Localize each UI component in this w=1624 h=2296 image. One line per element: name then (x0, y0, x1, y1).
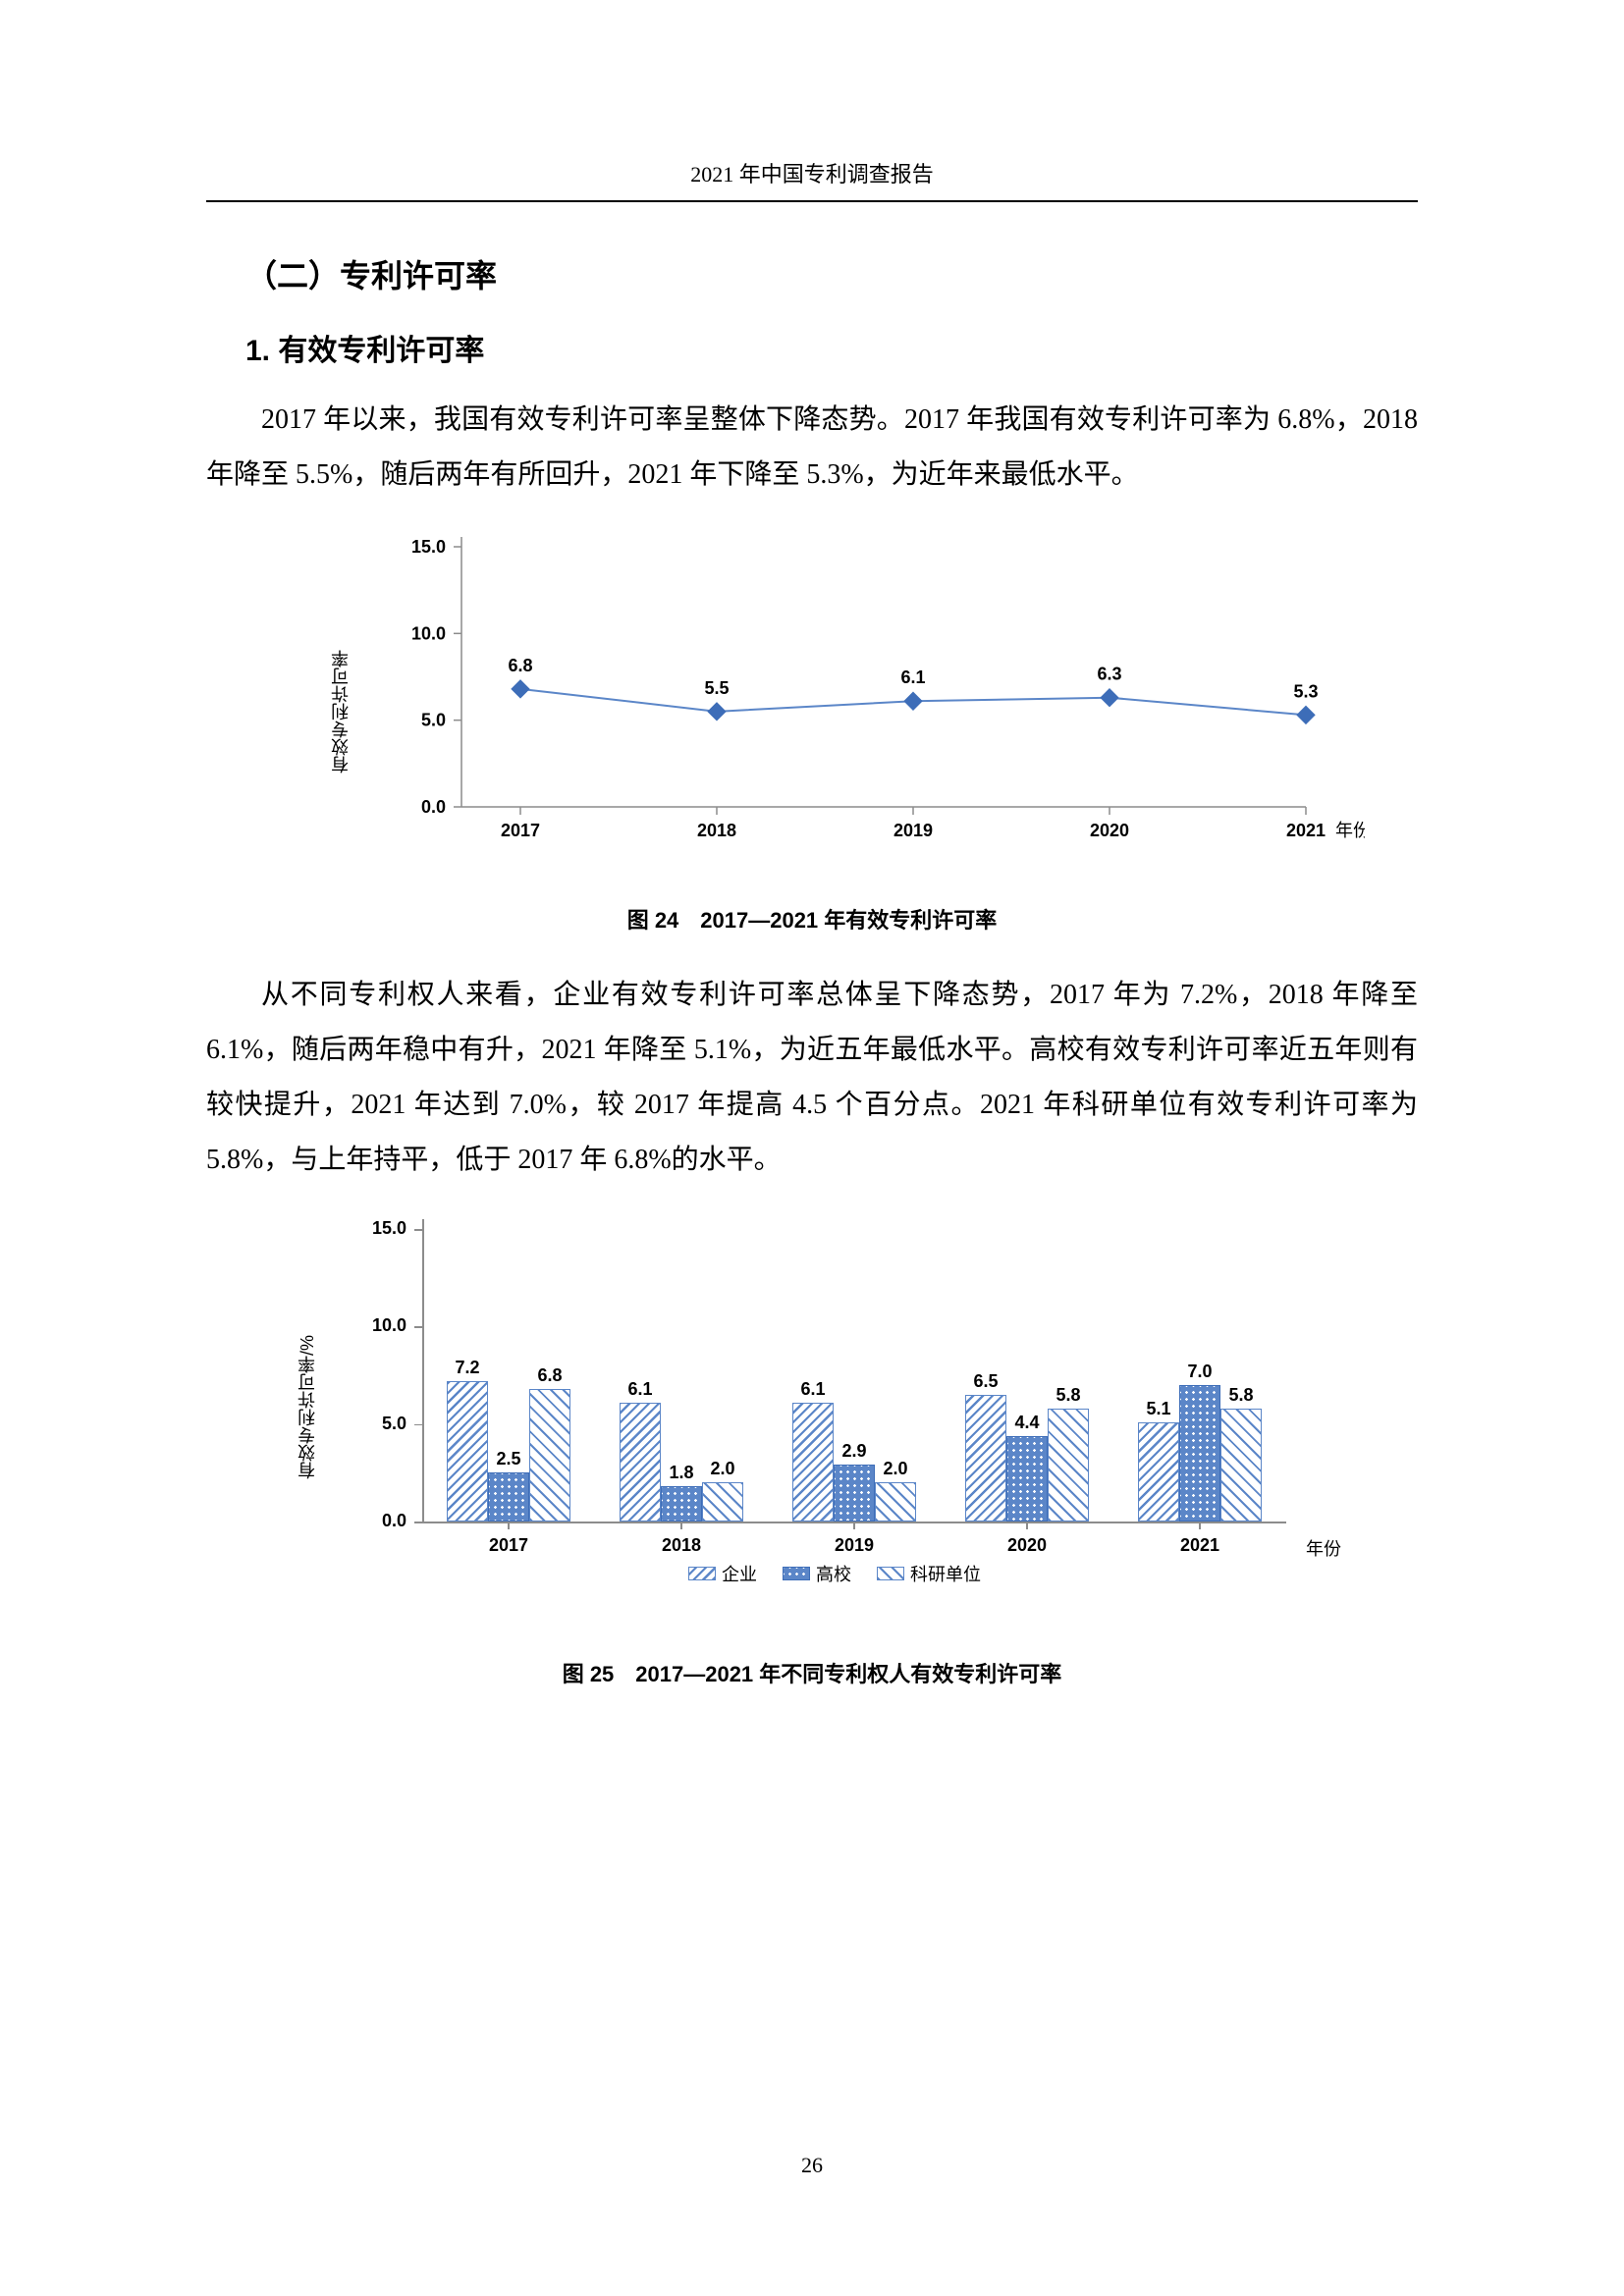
paragraph-1: 2017 年以来，我国有效专利许可率呈整体下降态势。2017 年我国有效专利许可… (206, 393, 1418, 503)
svg-text:5.0: 5.0 (421, 711, 446, 730)
section-heading: （二）专利许可率 (245, 251, 1418, 296)
chart1-ylabel: 有效专利许可率 (328, 650, 353, 774)
svg-text:15.0: 15.0 (411, 537, 446, 557)
svg-text:年份: 年份 (1335, 821, 1365, 840)
bar (1179, 1385, 1220, 1522)
bar (1048, 1409, 1089, 1522)
svg-text:5.5: 5.5 (704, 678, 729, 698)
fig24-line-chart: 有效专利许可率 0.0 5.0 10.0 15.0 2017 2018 2019 2020 20… (324, 522, 1365, 876)
svg-text:2017: 2017 (501, 821, 540, 840)
paragraph-2: 从不同专利权人来看，企业有效专利许可率总体呈下降态势，2017 年为 7.2%，… (206, 968, 1418, 1188)
legend: 企业 高校 科研单位 (285, 1561, 1384, 1586)
bar (965, 1395, 1006, 1522)
legend-swatch (877, 1567, 904, 1580)
legend-swatch (688, 1567, 716, 1580)
bar (792, 1403, 834, 1522)
legend-label: 高校 (816, 1561, 851, 1586)
y-axis (422, 1219, 424, 1522)
bar (834, 1465, 875, 1522)
bar (620, 1403, 661, 1522)
svg-text:6.1: 6.1 (900, 667, 925, 687)
legend-item: 高校 (783, 1561, 851, 1586)
legend-label: 企业 (722, 1561, 757, 1586)
bar (1220, 1409, 1262, 1522)
bar (529, 1389, 570, 1522)
legend-item: 企业 (688, 1561, 757, 1586)
bar (447, 1381, 488, 1522)
svg-text:10.0: 10.0 (411, 623, 446, 643)
legend-label: 科研单位 (910, 1561, 981, 1586)
svg-text:0.0: 0.0 (421, 797, 446, 817)
page-number: 26 (0, 2153, 1624, 2178)
bar (875, 1482, 916, 1522)
fig25-bar-chart: 有效专利许可率/% 0.05.010.015.020177.22.56.8201… (285, 1207, 1384, 1629)
svg-text:2020: 2020 (1090, 821, 1129, 840)
fig24-caption: 图 24 2017—2021 年有效专利许可率 (206, 903, 1418, 934)
bar (1006, 1436, 1048, 1522)
fig25-caption: 图 25 2017—2021 年不同专利权人有效专利许可率 (206, 1657, 1418, 1688)
subsection-heading: 1. 有效专利许可率 (245, 326, 1418, 369)
legend-swatch (783, 1567, 810, 1580)
bar (702, 1482, 743, 1522)
bar (1138, 1422, 1179, 1522)
svg-text:5.3: 5.3 (1293, 681, 1318, 701)
svg-text:6.3: 6.3 (1097, 665, 1121, 684)
svg-text:2021: 2021 (1286, 821, 1326, 840)
legend-item: 科研单位 (877, 1561, 981, 1586)
chart1-svg: 0.0 5.0 10.0 15.0 2017 2018 2019 2020 2021 年份 6.8 5… (324, 522, 1365, 876)
svg-text:6.8: 6.8 (508, 656, 532, 675)
page-header: 2021 年中国专利调查报告 (206, 157, 1418, 202)
chart2-plot: 0.05.010.015.020177.22.56.820186.11.82.0… (285, 1207, 1384, 1629)
page-container: 2021 年中国专利调查报告 （二）专利许可率 1. 有效专利许可率 2017 … (0, 0, 1624, 2296)
svg-text:2018: 2018 (697, 821, 736, 840)
svg-text:2019: 2019 (893, 821, 933, 840)
bar (661, 1486, 702, 1522)
bar (488, 1472, 529, 1522)
